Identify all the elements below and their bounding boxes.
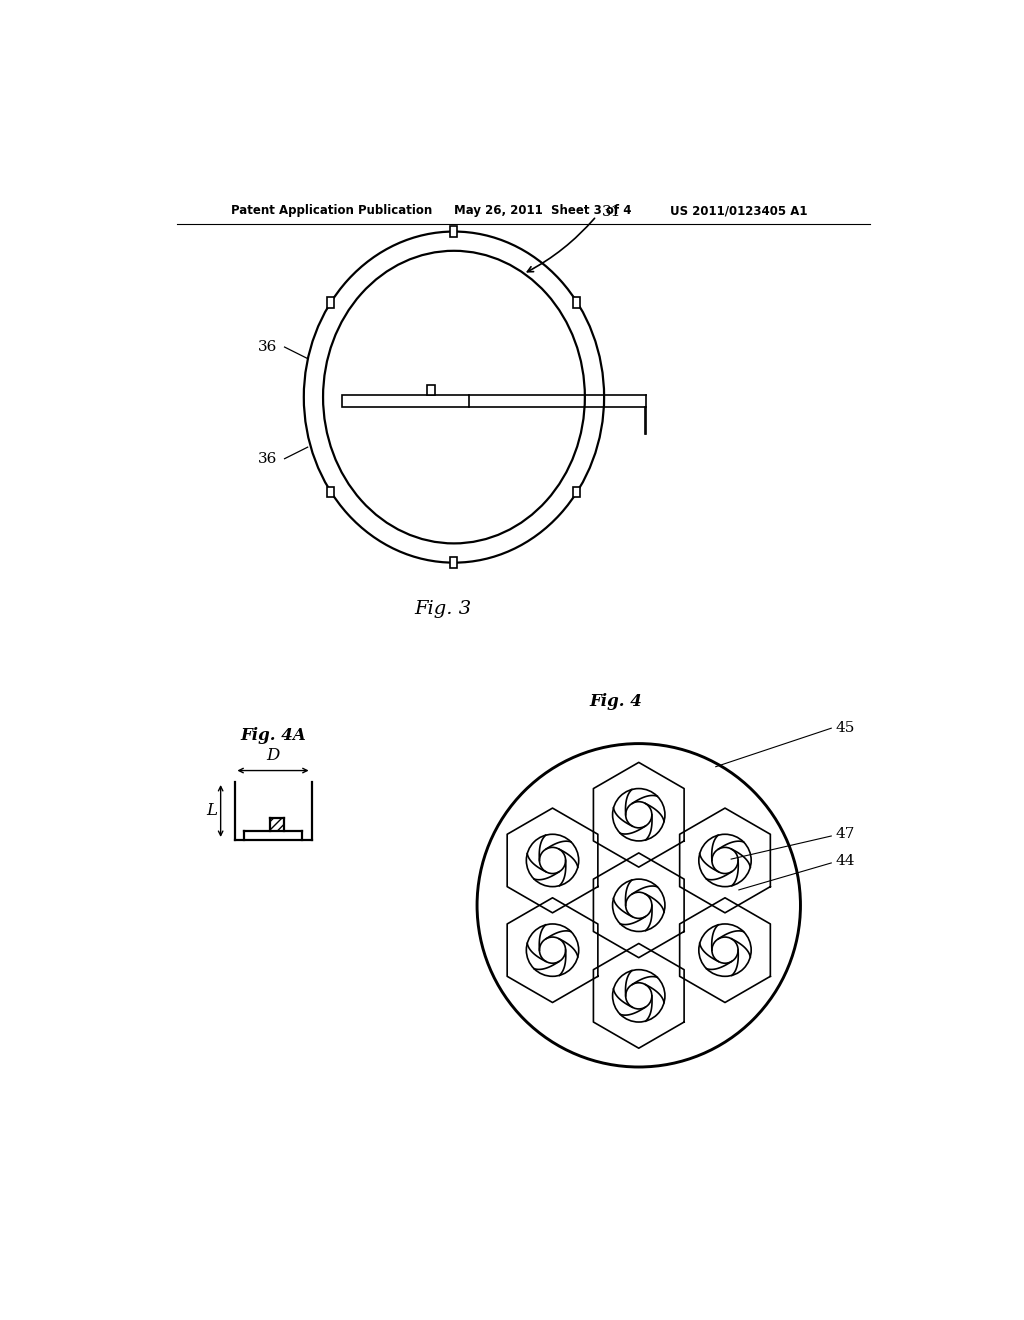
Text: Fig. 3: Fig. 3 (414, 599, 471, 618)
Text: 36: 36 (258, 341, 276, 354)
Text: 45: 45 (836, 721, 854, 735)
Bar (342, 395, 469, 407)
Bar (328, 487, 335, 498)
Text: 36: 36 (258, 451, 276, 466)
Text: Fig. 4: Fig. 4 (589, 693, 642, 710)
Bar (270, 818, 284, 830)
Text: L: L (206, 803, 217, 820)
Bar (427, 385, 435, 395)
Bar (451, 226, 458, 238)
Text: Patent Application Publication: Patent Application Publication (230, 205, 432, 218)
Text: Fig. 4A: Fig. 4A (241, 727, 306, 744)
Text: 31: 31 (602, 206, 622, 219)
Bar (328, 297, 335, 308)
Bar (451, 557, 458, 568)
Text: May 26, 2011  Sheet 3 of 4: May 26, 2011 Sheet 3 of 4 (454, 205, 632, 218)
Text: 47: 47 (836, 826, 854, 841)
Text: D: D (266, 747, 280, 764)
Text: US 2011/0123405 A1: US 2011/0123405 A1 (670, 205, 807, 218)
Bar (573, 297, 581, 308)
Bar (573, 487, 581, 498)
Text: 44: 44 (836, 854, 855, 867)
